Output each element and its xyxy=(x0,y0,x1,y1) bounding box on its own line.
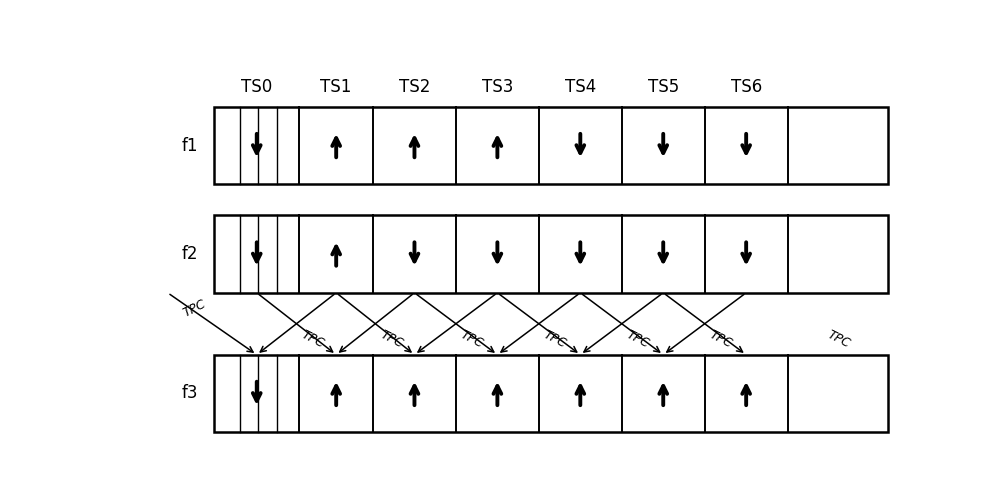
Text: f3: f3 xyxy=(182,384,199,402)
Text: f2: f2 xyxy=(182,245,199,263)
Text: TS6: TS6 xyxy=(731,78,762,97)
Text: TS3: TS3 xyxy=(482,78,513,97)
Bar xyxy=(214,215,888,293)
Text: f1: f1 xyxy=(182,137,199,154)
Text: TPC: TPC xyxy=(541,327,568,350)
Text: TPC: TPC xyxy=(181,297,208,320)
Bar xyxy=(214,355,888,432)
Text: TS0: TS0 xyxy=(241,78,272,97)
Text: TPC: TPC xyxy=(624,327,651,350)
Bar xyxy=(214,107,888,184)
Text: TPC: TPC xyxy=(825,327,852,350)
Text: TPC: TPC xyxy=(458,327,485,350)
Text: TPC: TPC xyxy=(707,327,734,350)
Text: TS5: TS5 xyxy=(648,78,679,97)
Text: TPC: TPC xyxy=(299,327,326,350)
Text: TS2: TS2 xyxy=(399,78,430,97)
Text: TS1: TS1 xyxy=(320,78,352,97)
Text: TS4: TS4 xyxy=(565,78,596,97)
Text: TPC: TPC xyxy=(378,327,405,350)
